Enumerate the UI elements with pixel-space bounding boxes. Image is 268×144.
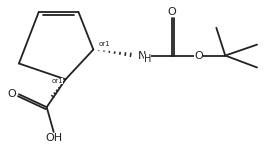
Text: H: H — [144, 54, 151, 64]
Text: O: O — [194, 51, 203, 61]
Text: O: O — [8, 89, 16, 99]
Text: or1: or1 — [98, 41, 110, 47]
Text: N: N — [138, 51, 146, 61]
Text: or1: or1 — [52, 78, 63, 84]
Text: OH: OH — [45, 133, 62, 143]
Text: O: O — [167, 7, 176, 17]
